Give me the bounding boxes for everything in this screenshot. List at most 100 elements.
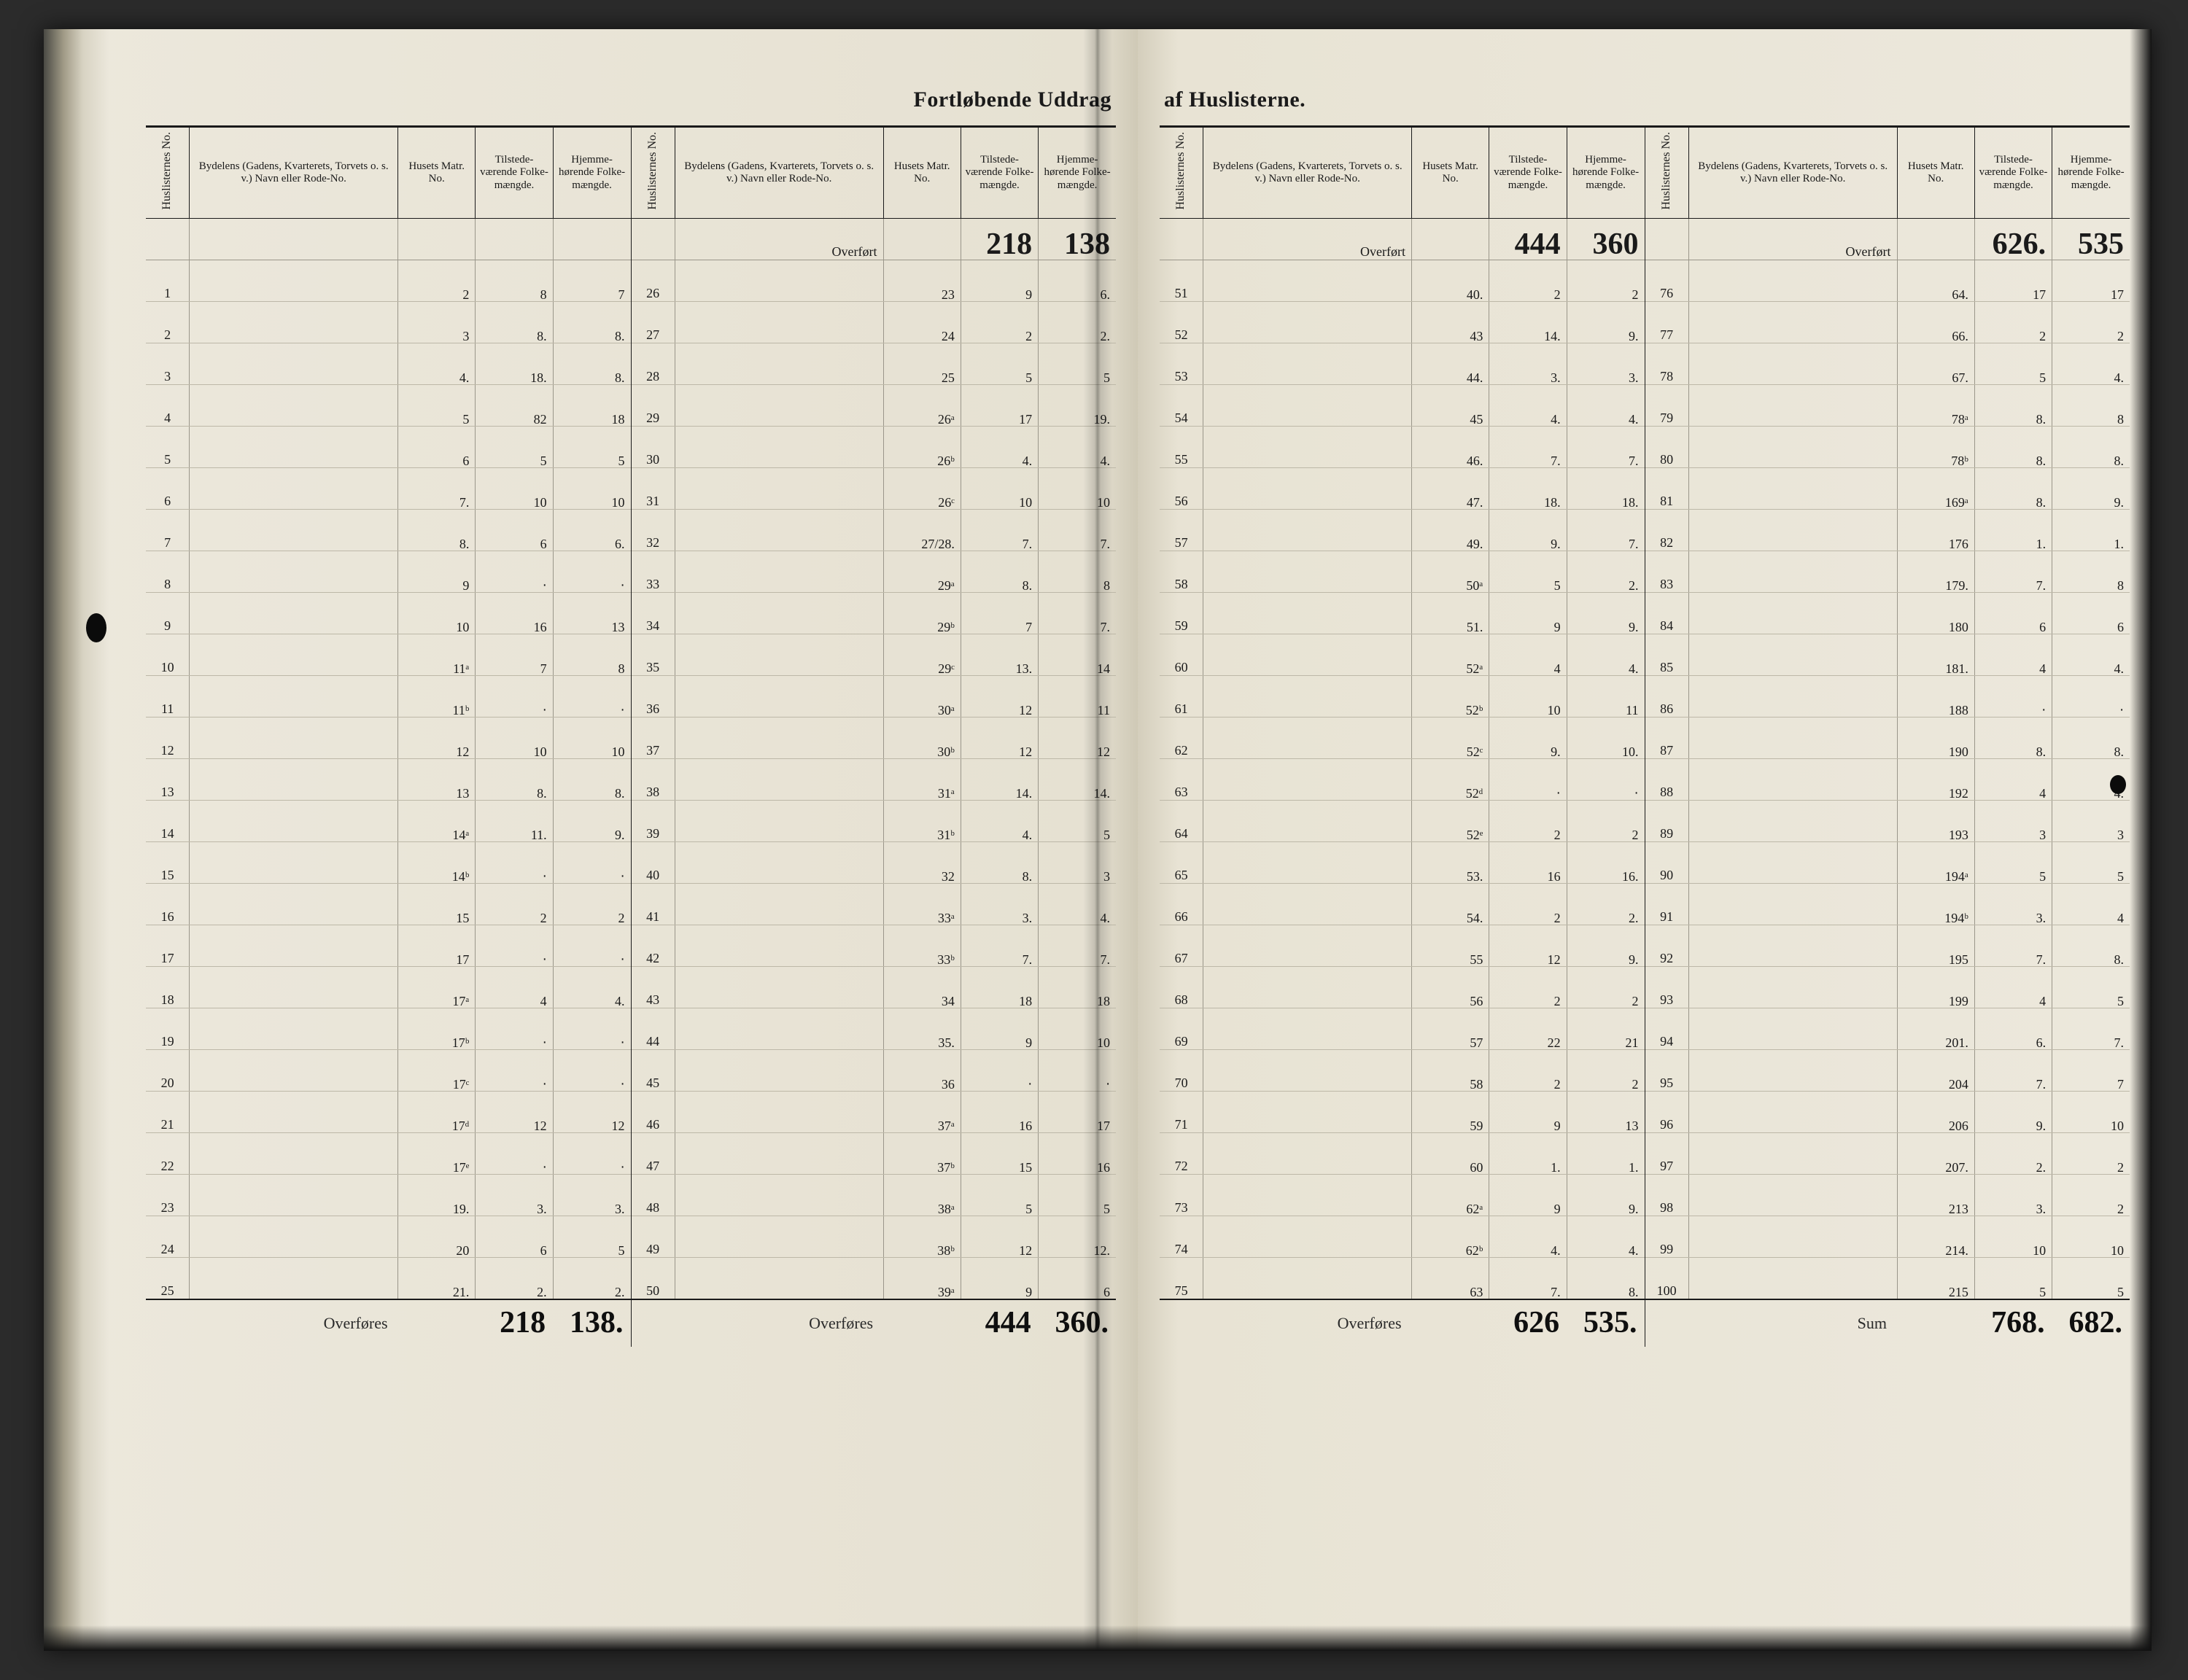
cell-hjem: 8 — [2052, 384, 2130, 426]
cell-matr: 206 — [1897, 1091, 1974, 1132]
cell-tilst: 4 — [1974, 758, 2052, 800]
cell-matr: 5 — [398, 384, 476, 426]
cell-rownum: 75 — [1160, 1257, 1203, 1299]
cell-rownum: 14 — [146, 800, 190, 841]
cell-hjem: ‧ — [553, 675, 630, 717]
cell-tilst: 6. — [1974, 1008, 2052, 1049]
book-spine — [44, 29, 109, 1651]
cell-matr: 199 — [1897, 966, 1974, 1008]
cell-tilst: 3. — [1974, 883, 2052, 925]
table-row: 8418066 — [1645, 592, 2130, 634]
cell-tilst: ‧ — [961, 1049, 1038, 1091]
cell-rownum: 91 — [1645, 883, 1689, 925]
cell-matr: 26ᵇ — [883, 426, 961, 467]
cell-desc — [675, 1216, 883, 1257]
cell-tilst: 2 — [1974, 301, 2052, 343]
cell-desc — [675, 717, 883, 758]
cell-matr: 29ᵃ — [883, 551, 961, 592]
cell-rownum: 62 — [1160, 717, 1203, 758]
cell-matr: 44. — [1412, 343, 1489, 384]
cell-rownum: 68 — [1160, 966, 1203, 1008]
cell-tilst: 22 — [1489, 1008, 1567, 1049]
cell-desc — [675, 1257, 883, 1299]
cell-desc — [675, 634, 883, 675]
col-header-matr: Husets Matr. No. — [398, 128, 476, 218]
cell-tilst: 8. — [1974, 426, 2052, 467]
cell-tilst: 4. — [961, 426, 1038, 467]
cell-empty — [1645, 1299, 1689, 1347]
cell-tilst: 2 — [961, 301, 1038, 343]
cell-rownum: 21 — [146, 1091, 190, 1132]
cell-rownum: 35 — [632, 634, 675, 675]
col-header-tilst: Tilstede-værende Folke-mængde. — [476, 128, 553, 218]
cell-hjem: 9. — [1567, 1174, 1644, 1216]
cell-rownum: 23 — [146, 1174, 190, 1216]
page-title-left: Fortløbende Uddrag — [146, 88, 1116, 112]
cell-desc — [1203, 551, 1412, 592]
cell-rownum: 60 — [1160, 634, 1203, 675]
cell-tilst: 2 — [1489, 966, 1567, 1008]
cell-desc — [1688, 925, 1897, 966]
cell-hjem: 7. — [1039, 592, 1116, 634]
cell-matr: 49. — [1412, 509, 1489, 551]
carry-in-row: Overført218138 — [632, 218, 1117, 260]
cell-rownum: 99 — [1645, 1216, 1689, 1257]
cell-hjem: 2. — [1567, 883, 1644, 925]
cell-desc — [190, 966, 398, 1008]
cell-rownum: 90 — [1645, 841, 1689, 883]
cell-rownum: 3 — [146, 343, 190, 384]
table-row: 5655 — [146, 426, 631, 467]
cell-tilst — [476, 218, 553, 260]
cell-overfores-label: Overføres — [1203, 1299, 1412, 1347]
cell-hjem: 4. — [2052, 343, 2130, 384]
cell-desc — [1203, 467, 1412, 509]
table-row: 1817ᵃ44. — [146, 966, 631, 1008]
cell-matr: 7. — [398, 467, 476, 509]
cell-matr: 66. — [1897, 301, 1974, 343]
cell-matr: 27/28. — [883, 509, 961, 551]
table-row: 9101613 — [146, 592, 631, 634]
cell-empty — [632, 1299, 675, 1347]
table-row: 7664.1717 — [1645, 260, 2130, 301]
cell-matr: 17ᵇ — [398, 1008, 476, 1049]
cell-matr: 37ᵃ — [883, 1091, 961, 1132]
cell-rownum: 98 — [1645, 1174, 1689, 1216]
cell-matr: 29ᶜ — [883, 634, 961, 675]
cell-hjem: 18. — [1567, 467, 1644, 509]
cell-matr: 67. — [1897, 343, 1974, 384]
cell-desc — [190, 592, 398, 634]
cell-tilst: 7. — [1489, 1257, 1567, 1299]
cell-desc — [1688, 426, 1897, 467]
cell-matr: 195 — [1897, 925, 1974, 966]
cell-tilst: 12 — [476, 1091, 553, 1132]
cell-desc — [1688, 1091, 1897, 1132]
cell-hjem: 7. — [1039, 925, 1116, 966]
cell-desc — [675, 551, 883, 592]
cell-tilst: 12 — [961, 675, 1038, 717]
cell-desc — [190, 1216, 398, 1257]
table-row: 3529ᶜ13.14 — [632, 634, 1117, 675]
cell-matr: 24 — [883, 301, 961, 343]
table-row: 43341818 — [632, 966, 1117, 1008]
cell-matr: 43 — [1412, 301, 1489, 343]
cell-hjem: 18 — [553, 384, 630, 426]
cell-rownum: 63 — [1160, 758, 1203, 800]
cell-desc — [1688, 1257, 1897, 1299]
cell-tilst: 9. — [1489, 717, 1567, 758]
cell-desc — [675, 758, 883, 800]
carry-out-row: Overføres218138. — [146, 1299, 631, 1347]
cell-hjem: 8 — [553, 634, 630, 675]
ledger-panel-1: Huslisternes No.Bydelens (Gadens, Kvarte… — [146, 128, 632, 1347]
cell-hjem: 4 — [2052, 883, 2130, 925]
cell-hjem: 8. — [2052, 426, 2130, 467]
cell-matr: 169ᵃ — [1897, 467, 1974, 509]
cell-rownum: 76 — [1645, 260, 1689, 301]
cell-matr: 207. — [1897, 1132, 1974, 1174]
cell-desc — [1688, 883, 1897, 925]
table-row: 40328.3 — [632, 841, 1117, 883]
table-row: 952047.7 — [1645, 1049, 2130, 1091]
cell-desc — [1688, 1174, 1897, 1216]
cell-desc — [675, 1008, 883, 1049]
cell-desc — [675, 1174, 883, 1216]
cell-rownum — [1645, 218, 1689, 260]
